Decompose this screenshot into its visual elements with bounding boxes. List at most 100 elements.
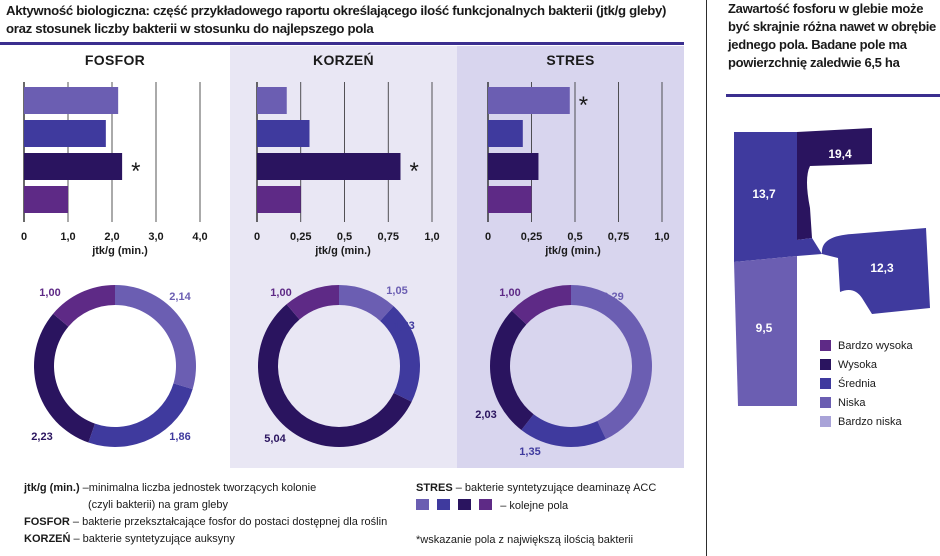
legend-stres-term: STRES [416,482,453,494]
donut-label-korzen: 5,04 [264,433,286,445]
legend-korzen-term: KORZEŃ [24,533,71,545]
donut-slice-stres [521,414,606,447]
tick-label-korzen: 0,25 [290,231,311,243]
donut-label-korzen: 1,00 [270,287,291,299]
map-zone-niska [734,256,797,406]
tick-label-fosfor: 2,0 [104,231,119,243]
tick-label-stres: 0 [485,231,491,243]
chart-title-stres: STRES [546,52,595,68]
legend-stres-desc: – bakterie syntetyzujące deaminazę ACC [452,482,657,494]
tick-label-fosfor: 4,0 [192,231,207,243]
map-legend-item: Bardzo wysoka [820,336,913,355]
donut-label-stres: 3,29 [602,291,623,303]
map-title-rule [726,94,940,97]
bar-korzen [257,153,401,180]
donut-label-stres: 1,35 [519,446,540,458]
tick-label-fosfor: 0 [21,231,27,243]
map-legend-swatch [820,340,831,351]
title-line-1: Aktywność biologiczna: część przykładowe… [6,3,667,18]
column-separator [706,0,707,556]
map-legend-label: Wysoka [838,358,878,371]
donut-slice-korzen [339,285,394,321]
map-zone-wysoka [797,128,872,240]
tick-label-korzen: 1,0 [424,231,439,243]
map-value-9-5: 9,5 [756,321,773,335]
map-value-13-7: 13,7 [752,187,776,201]
map-legend-item: Bardzo niska [820,412,913,431]
swatch-field-1 [416,499,429,510]
donut-slice-fosfor [88,383,193,447]
map-legend-item: Niska [820,393,913,412]
legend-stres: STRES – bakterie syntetyzujące deaminazę… [416,480,686,497]
page-title: Aktywność biologiczna: część przykładowe… [6,2,682,38]
highlight-marker-stres: * [579,92,588,119]
xlabel-korzen: jtk/g (min.) [315,245,371,257]
panel-stres-bg [457,46,684,468]
donut-label-korzen: 1,05 [386,285,407,297]
tick-label-korzen: 0,5 [337,231,352,243]
map-legend-label: Niska [838,396,866,409]
donut-label-fosfor: 1,00 [39,287,60,299]
map-title: Zawartość fosforu w glebie może być skra… [728,1,936,70]
bar-fosfor [24,186,68,213]
title-line-2: oraz stosunek liczby bakterii w stosunku… [6,21,374,36]
bar-fosfor [24,120,106,147]
donut-slice-korzen [286,285,339,320]
legend-jtk-desc: –minimalna liczba jednostek tworzących k… [79,482,317,494]
chart-title-fosfor: FOSFOR [84,52,146,68]
map-legend-swatch [820,397,831,408]
tick-label-stres: 1,0 [654,231,669,243]
map-legend-item: Wysoka [820,355,913,374]
tick-label-korzen: 0,75 [378,231,399,243]
swatch-field-2 [437,499,451,510]
map-legend: Bardzo wysoka Wysoka Średnia Niska Bardz… [820,336,913,431]
map-legend-swatch [820,416,831,427]
highlight-marker-korzen: * [410,158,419,185]
bar-korzen [257,87,287,114]
map-legend-item: Średnia [820,374,913,393]
donut-label-stres: 1,00 [499,287,520,299]
donut-slice-fosfor [53,285,115,327]
donut-slice-stres [571,284,653,440]
bar-fosfor [24,153,123,180]
donut-slice-fosfor [34,313,95,443]
highlight-marker-fosfor: * [131,158,140,185]
xlabel-fosfor: jtk/g (min.) [92,245,148,257]
field-map: 19,4 13,7 12,3 9,5 [734,128,930,406]
tick-label-fosfor: 3,0 [148,231,163,243]
legend-fosfor: FOSFOR – bakterie przekształcające fosfo… [24,514,404,531]
tick-label-fosfor: 1,0 [60,231,75,243]
swatch-field-3 [458,499,472,510]
swatch-field-4 [479,499,493,510]
donut-label-fosfor: 1,86 [169,431,190,443]
legend-jtk-term: jtk/g (min.) [24,482,80,494]
map-value-12-3: 12,3 [870,261,894,275]
bar-korzen [257,120,310,147]
map-zone-srednia-1 [734,132,822,262]
bar-stres [488,87,570,114]
tick-label-stres: 0,75 [608,231,629,243]
donut-label-korzen: 1,83 [393,320,414,332]
bar-stres [488,153,539,180]
panel-fosfor-bg [0,46,230,468]
map-legend-label: Bardzo wysoka [838,339,913,352]
bar-korzen [257,186,301,213]
donut-slice-stres [490,310,534,431]
legend-left: jtk/g (min.) –minimalna liczba jednostek… [24,480,404,548]
map-zone-srednia-2 [821,228,930,314]
tick-label-stres: 0,25 [521,231,542,243]
map-legend-label: Średnia [838,377,876,390]
legend-fosfor-term: FOSFOR [24,516,70,528]
map-value-19-4: 19,4 [828,147,852,161]
legend-jtk-cont: (czyli bakterii) na gram gleby [88,499,228,511]
donut-slice-fosfor [115,285,197,390]
donut-slice-korzen [380,306,420,402]
bar-stres [488,186,532,213]
legend-fosfor-desc: – bakterie przekształcające fosfor do po… [69,516,388,528]
map-legend-label: Bardzo niska [838,415,902,428]
legend-swatches: – kolejne pola [416,498,686,515]
donut-label-fosfor: 2,14 [169,291,191,303]
legend-korzen: KORZEŃ – bakterie syntetyzujące auksyny [24,531,404,548]
title-rule [0,42,684,45]
charts-svg: 0 1,0 2,0 3,0 4,0 * 0 0,25 0,5 0,75 1,0 * 0 0,25 0,5 0,… [21,82,670,458]
